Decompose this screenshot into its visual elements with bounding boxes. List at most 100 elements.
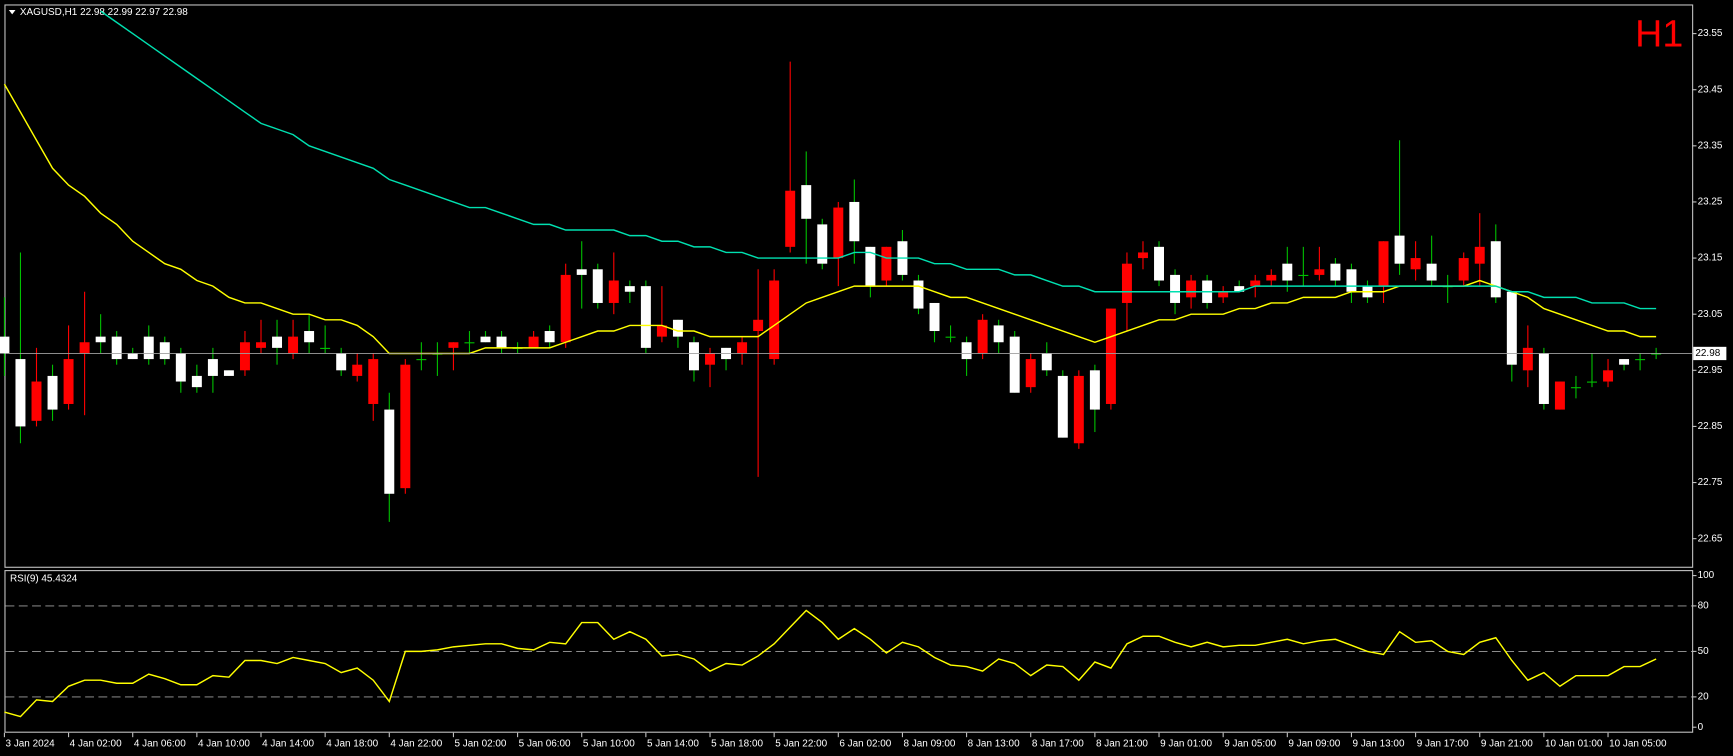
candle-body xyxy=(1121,263,1132,303)
x-tick-label: 6 Jan 02:00 xyxy=(839,738,891,749)
candle-body xyxy=(304,331,315,343)
candle-body xyxy=(1250,280,1261,287)
y-tick-label: 100 xyxy=(1698,570,1715,581)
x-tick-label: 5 Jan 02:00 xyxy=(455,738,507,749)
candle-body xyxy=(945,336,956,338)
y-tick-label: 23.25 xyxy=(1698,197,1723,208)
y-tick-label: 23.35 xyxy=(1698,140,1723,151)
candle-body xyxy=(961,342,972,360)
candle-body xyxy=(368,359,379,404)
candle-body xyxy=(1490,241,1501,298)
price-panel-border xyxy=(4,4,1694,568)
candle-body xyxy=(63,359,74,404)
candle-body xyxy=(817,224,828,264)
candle-body xyxy=(528,336,539,348)
candle-body xyxy=(1105,308,1116,404)
candle-body xyxy=(320,347,331,349)
candle-body xyxy=(560,274,571,343)
symbol-header: XAGUSD,H1 22.98 22.99 22.97 22.98 xyxy=(20,7,188,18)
candle-body xyxy=(159,342,170,360)
candle-body xyxy=(480,336,491,343)
candle-body xyxy=(207,359,218,376)
candle-body xyxy=(705,353,715,365)
candle-body xyxy=(175,353,186,382)
candle-body xyxy=(1426,263,1437,281)
candle-body xyxy=(111,336,122,360)
x-tick-label: 4 Jan 10:00 xyxy=(198,738,250,749)
y-tick-label: 22.75 xyxy=(1698,477,1723,488)
x-tick-label: 10 Jan 05:00 xyxy=(1609,738,1667,749)
candle-body xyxy=(1522,347,1533,371)
candle-body xyxy=(993,325,1004,343)
x-tick-label: 5 Jan 22:00 xyxy=(775,738,827,749)
candle-body xyxy=(1458,258,1469,281)
y-tick-label: 0 xyxy=(1698,722,1704,733)
x-tick-label: 4 Jan 18:00 xyxy=(326,738,378,749)
candle-body xyxy=(352,364,363,376)
candle-body xyxy=(416,359,427,361)
y-tick-label: 80 xyxy=(1698,601,1710,612)
candle-body xyxy=(1298,274,1309,277)
candle-body xyxy=(1538,353,1549,404)
candle-body xyxy=(1282,263,1293,281)
x-tick-label: 9 Jan 13:00 xyxy=(1353,738,1405,749)
x-tick-label: 10 Jan 01:00 xyxy=(1545,738,1603,749)
moving-average xyxy=(100,10,1657,310)
candle-body xyxy=(1635,359,1646,361)
x-tick-label: 9 Jan 17:00 xyxy=(1417,738,1469,749)
rsi-header: RSI(9) 45.4324 xyxy=(10,574,78,585)
candle-body xyxy=(1603,370,1614,382)
candle-body xyxy=(1170,274,1181,303)
x-tick-label: 5 Jan 10:00 xyxy=(583,738,635,749)
candle-body xyxy=(336,353,347,371)
candle-body xyxy=(256,342,266,348)
x-tick-label: 8 Jan 13:00 xyxy=(968,738,1020,749)
candle-body xyxy=(656,325,667,337)
candle-body xyxy=(737,342,748,354)
menu-triangle[interactable] xyxy=(8,9,16,15)
candle-body xyxy=(849,201,860,242)
y-tick-label: 22.65 xyxy=(1698,533,1723,544)
y-tick-label: 23.55 xyxy=(1698,28,1723,39)
x-tick-label: 9 Jan 01:00 xyxy=(1160,738,1212,749)
candle-body xyxy=(1234,286,1245,292)
candle-body xyxy=(496,336,507,348)
candle-body xyxy=(592,269,603,303)
candle-body xyxy=(1186,280,1197,298)
candle-body xyxy=(1154,246,1164,281)
x-tick-label: 5 Jan 14:00 xyxy=(647,738,699,749)
candle-body xyxy=(31,381,42,421)
y-tick-label: 23.15 xyxy=(1698,253,1723,264)
y-tick-label: 20 xyxy=(1698,692,1710,703)
current-price-box xyxy=(1693,346,1727,361)
y-tick-label: 50 xyxy=(1698,646,1710,657)
x-tick-label: 4 Jan 22:00 xyxy=(390,738,442,749)
y-tick-label: 22.95 xyxy=(1698,365,1723,376)
x-tick-label: 4 Jan 06:00 xyxy=(134,738,186,749)
candle-body xyxy=(672,319,683,337)
candle-body xyxy=(464,342,475,344)
candle-body xyxy=(15,359,26,427)
candle-body xyxy=(0,336,10,354)
candle-body xyxy=(448,342,459,348)
candle-body xyxy=(1554,381,1565,410)
candle-body xyxy=(272,336,283,348)
candle-body xyxy=(1651,353,1662,355)
x-tick-label: 4 Jan 14:00 xyxy=(262,738,314,749)
x-tick-label: 8 Jan 21:00 xyxy=(1096,738,1148,749)
candle-body xyxy=(1057,375,1068,438)
rsi-line xyxy=(4,609,1657,718)
candle-body xyxy=(929,302,940,332)
candle-body xyxy=(1619,359,1630,365)
candle-body xyxy=(288,336,299,354)
x-tick-label: 9 Jan 09:00 xyxy=(1288,738,1340,749)
candle-body xyxy=(79,342,90,354)
candle-body xyxy=(833,207,844,259)
candle-body xyxy=(785,190,796,247)
candle-body xyxy=(1266,274,1277,281)
candle-body xyxy=(1410,258,1421,270)
candle-body xyxy=(801,185,812,219)
candle-body xyxy=(384,409,395,494)
candle-body xyxy=(1218,291,1229,298)
candle-body xyxy=(143,336,154,360)
